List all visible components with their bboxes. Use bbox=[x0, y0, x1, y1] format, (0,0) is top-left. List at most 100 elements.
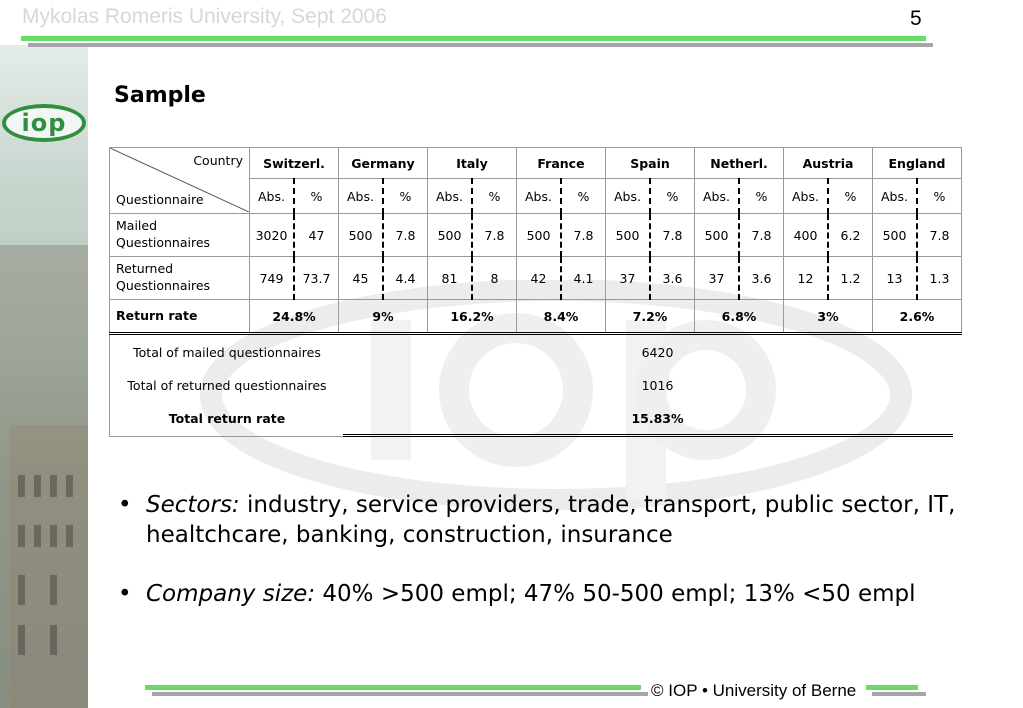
table-cell: 7.8 bbox=[383, 213, 428, 257]
table-cell: 3.6 bbox=[650, 256, 695, 300]
sub-header-pct: % bbox=[472, 178, 517, 214]
sub-header-pct: % bbox=[294, 178, 339, 214]
return-rate-cell: 6.8% bbox=[694, 299, 784, 335]
side-building-image bbox=[0, 45, 88, 708]
table-cell: 12 bbox=[783, 256, 829, 300]
table-row-returned: Returned Questionnaires 749 73.7 45 4.4 81… bbox=[109, 256, 962, 300]
country-header: Netherl. bbox=[694, 147, 784, 179]
footer-rule-green-right bbox=[866, 685, 918, 690]
sub-header-pct: % bbox=[650, 178, 695, 214]
footer-rule-gray-right bbox=[872, 692, 926, 696]
sample-table: Country Questionnaire Switzerl. Germany … bbox=[109, 147, 962, 335]
corner-questionnaire-label: Questionnaire bbox=[116, 192, 204, 207]
table-cell: 749 bbox=[249, 256, 295, 300]
sub-header-abs: Abs. bbox=[694, 178, 740, 214]
row-label-return-rate: Return rate bbox=[109, 299, 250, 335]
sub-header-pct: % bbox=[828, 178, 873, 214]
sub-header-pct: % bbox=[561, 178, 606, 214]
table-cell: 8 bbox=[472, 256, 517, 300]
totals-value: 6420 bbox=[641, 345, 674, 360]
table-cell: 73.7 bbox=[294, 256, 339, 300]
table-cell: 4.4 bbox=[383, 256, 428, 300]
bullet-dot: • bbox=[118, 581, 132, 607]
table-cell: 4.1 bbox=[561, 256, 606, 300]
country-header: France bbox=[516, 147, 606, 179]
table-cell: 81 bbox=[427, 256, 473, 300]
table-cell: 500 bbox=[605, 213, 651, 257]
table-cell: 6.2 bbox=[828, 213, 873, 257]
return-rate-cell: 8.4% bbox=[516, 299, 606, 335]
totals-row-rate: Total return rate 15.83% bbox=[110, 403, 953, 435]
bullet-text: industry, service providers, trade, tran… bbox=[146, 492, 956, 548]
totals-label: Total of returned questionnaires bbox=[127, 378, 327, 393]
table-cell: 1.2 bbox=[828, 256, 873, 300]
totals-row-mailed: Total of mailed questionnaires 6420 bbox=[110, 337, 953, 369]
bullet-item-sectors: • Sectors: industry, service providers, … bbox=[118, 490, 1008, 550]
sub-header-abs: Abs. bbox=[783, 178, 829, 214]
table-cell: 400 bbox=[783, 213, 829, 257]
table-cell: 500 bbox=[516, 213, 562, 257]
table-cell: 13 bbox=[872, 256, 918, 300]
totals-value: 15.83% bbox=[631, 411, 684, 426]
totals-label: Total return rate bbox=[168, 411, 286, 426]
bullet-list: • Sectors: industry, service providers, … bbox=[118, 490, 1008, 638]
table-cell: 1.3 bbox=[917, 256, 962, 300]
country-header: Italy bbox=[427, 147, 517, 179]
table-cell: 7.8 bbox=[650, 213, 695, 257]
table-cell: 500 bbox=[694, 213, 740, 257]
table-cell: 7.8 bbox=[917, 213, 962, 257]
bullet-item-company-size: • Company size: 40% >500 empl; 47% 50-50… bbox=[118, 579, 1008, 609]
table-corner-cell: Country Questionnaire bbox=[109, 147, 250, 214]
return-rate-cell: 2.6% bbox=[872, 299, 962, 335]
table-cell: 3020 bbox=[249, 213, 295, 257]
bullet-dot: • bbox=[118, 492, 132, 518]
table-cell: 37 bbox=[605, 256, 651, 300]
iop-logo: iop bbox=[2, 104, 86, 142]
table-row-mailed: Mailed Questionnaires 3020 47 500 7.8 500 7… bbox=[109, 213, 962, 257]
sub-header-abs: Abs. bbox=[427, 178, 473, 214]
sub-header-pct: % bbox=[383, 178, 428, 214]
header-rule-gray bbox=[28, 43, 933, 47]
country-header: Germany bbox=[338, 147, 428, 179]
header-title: Mykolas Romeris University, Sept 2006 bbox=[22, 5, 387, 28]
table-cell: 3.6 bbox=[739, 256, 784, 300]
country-header: Switzerl. bbox=[249, 147, 339, 179]
sub-header-abs: Abs. bbox=[249, 178, 295, 214]
table-cell: 37 bbox=[694, 256, 740, 300]
footer-text: © IOP • University of Berne bbox=[651, 681, 857, 700]
totals-value: 1016 bbox=[641, 378, 674, 393]
return-rate-cell: 3% bbox=[783, 299, 873, 335]
header-rule-green bbox=[21, 36, 926, 41]
return-rate-cell: 9% bbox=[338, 299, 428, 335]
logo-text: iop bbox=[21, 109, 67, 137]
sub-header-pct: % bbox=[739, 178, 784, 214]
return-rate-cell: 16.2% bbox=[427, 299, 517, 335]
country-header: England bbox=[872, 147, 962, 179]
table-row-return-rate: Return rate 24.8% 9% 16.2% 8.4% 7.2% 6.8… bbox=[109, 299, 962, 335]
table-cell: 7.8 bbox=[561, 213, 606, 257]
footer-rule-green-left bbox=[145, 685, 641, 690]
table-cell: 7.8 bbox=[472, 213, 517, 257]
return-rate-cell: 24.8% bbox=[249, 299, 339, 335]
totals-double-rule bbox=[343, 434, 953, 441]
slide-number: 5 bbox=[910, 7, 922, 30]
corner-diagonal bbox=[110, 148, 249, 212]
bullet-text: 40% >500 empl; 47% 50-500 empl; 13% <50 … bbox=[315, 581, 916, 607]
sub-header-pct: % bbox=[917, 178, 962, 214]
table-cell: 500 bbox=[338, 213, 384, 257]
table-cell: 7.8 bbox=[739, 213, 784, 257]
table-cell: 500 bbox=[427, 213, 473, 257]
table-cell: 45 bbox=[338, 256, 384, 300]
row-label-returned: Returned Questionnaires bbox=[109, 256, 250, 300]
row-label-mailed: Mailed Questionnaires bbox=[109, 213, 250, 257]
table-cell: 42 bbox=[516, 256, 562, 300]
bullet-lead: Company size: bbox=[146, 581, 316, 607]
slide-heading: Sample bbox=[114, 83, 206, 108]
totals-label: Total of mailed questionnaires bbox=[133, 345, 321, 360]
table-cell: 47 bbox=[294, 213, 339, 257]
table-cell: 500 bbox=[872, 213, 918, 257]
country-header: Austria bbox=[783, 147, 873, 179]
sub-header-abs: Abs. bbox=[605, 178, 651, 214]
sub-header-abs: Abs. bbox=[516, 178, 562, 214]
return-rate-cell: 7.2% bbox=[605, 299, 695, 335]
